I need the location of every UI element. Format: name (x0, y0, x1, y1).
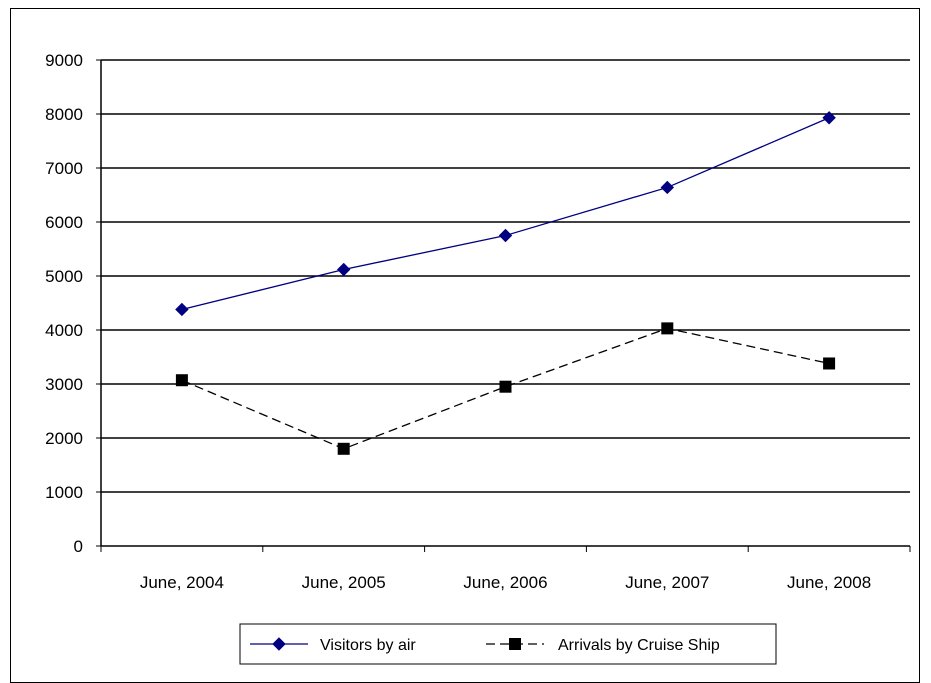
y-tick-label: 3000 (45, 375, 83, 394)
y-tick-label: 6000 (45, 213, 83, 232)
data-point (660, 180, 675, 195)
y-tick-label: 2000 (45, 429, 83, 448)
axes (96, 59, 911, 552)
data-point (337, 442, 350, 455)
series-2 (175, 322, 836, 455)
legend-item: Visitors by air (250, 637, 416, 654)
legend-marker (272, 637, 286, 651)
x-tick-label: June, 2007 (625, 573, 709, 592)
y-tick-label: 9000 (45, 51, 83, 70)
data-point (336, 262, 351, 277)
data-point (498, 228, 513, 243)
series (175, 111, 836, 455)
chart-frame (10, 8, 920, 683)
data-point (175, 302, 189, 317)
legend-marker (509, 638, 521, 650)
legend-label: Visitors by air (320, 637, 416, 654)
x-tick-label: June, 2006 (463, 573, 547, 592)
series-1 (175, 111, 836, 317)
data-point (499, 380, 512, 393)
data-point (822, 111, 836, 125)
data-point (175, 374, 188, 387)
y-tick-label: 5000 (45, 267, 83, 286)
data-point (661, 322, 674, 335)
y-tick-labels: 0 1000 2000 3000 4000 5000 6000 7000 8000 9000 (45, 51, 83, 556)
data-point (823, 357, 836, 370)
y-tick-label: 1000 (45, 483, 83, 502)
legend: Visitors by air Arrivals by Cruise Ship (239, 623, 777, 665)
series-line (181, 327, 830, 450)
x-tick-labels: June, 2004 June, 2005 June, 2006 June, 2007… (140, 573, 871, 592)
series-line (181, 117, 830, 311)
y-tick-label: 4000 (45, 321, 83, 340)
legend-label: Arrivals by Cruise Ship (558, 637, 720, 654)
x-tick-label: June, 2005 (302, 573, 386, 592)
y-tick-label: 8000 (45, 105, 83, 124)
y-tick-label: 7000 (45, 159, 83, 178)
x-tick-label: June, 2008 (787, 573, 871, 592)
legend-item: Arrivals by Cruise Ship (486, 637, 720, 654)
y-tick-label: 0 (74, 537, 83, 556)
gridlines (101, 59, 910, 493)
x-tick-label: June, 2004 (140, 573, 224, 592)
